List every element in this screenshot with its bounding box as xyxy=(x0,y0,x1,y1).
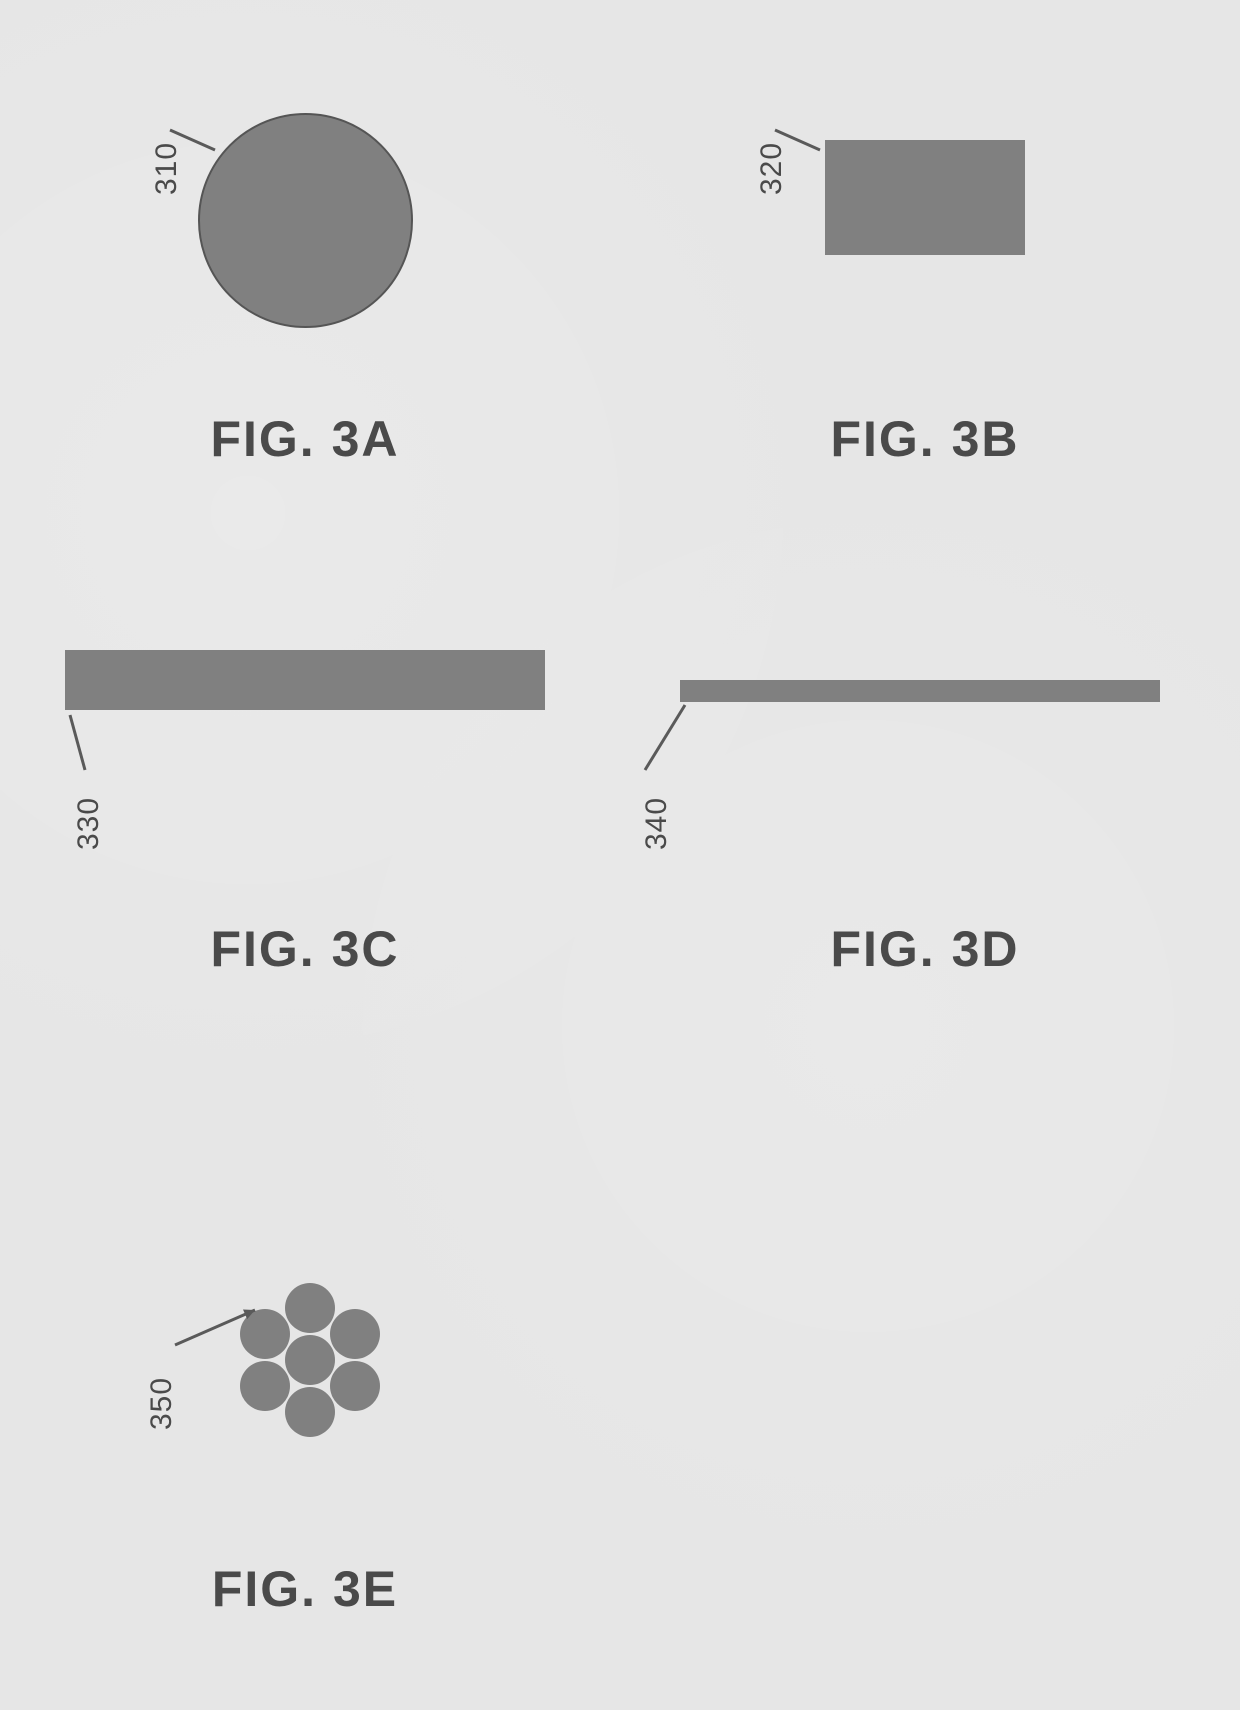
fig3e-arrow-icon xyxy=(0,0,1240,1710)
fig3e-caption: FIG. 3E xyxy=(155,1560,455,1618)
fig3e-reference-label: 350 xyxy=(145,1377,179,1430)
